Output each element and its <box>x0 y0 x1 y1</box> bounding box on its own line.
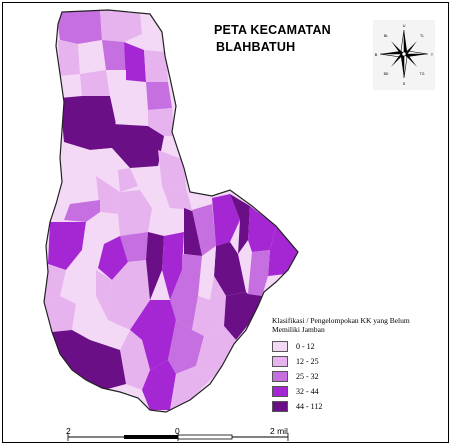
legend-item: 44 - 112 <box>272 399 442 413</box>
region-cell <box>98 236 128 280</box>
legend-item: 12 - 25 <box>272 354 442 368</box>
region-cell <box>96 176 120 214</box>
legend-label: 44 - 112 <box>296 401 323 411</box>
region-cell <box>212 194 240 246</box>
compass-label: BD <box>384 72 389 76</box>
scale-label-right: 2 mil <box>270 426 288 436</box>
region-cell <box>124 42 146 82</box>
legend-swatch <box>272 370 288 382</box>
legend-swatch <box>272 355 288 367</box>
region-cell <box>224 292 262 340</box>
compass-icon: U S B T BL TL BD TG <box>375 23 434 86</box>
compass-label: U <box>403 23 406 28</box>
region-cell <box>106 70 126 96</box>
legend-item: 25 - 32 <box>272 369 442 383</box>
region-cell <box>56 10 102 44</box>
region-cell <box>196 326 236 380</box>
region-cell <box>130 300 176 370</box>
region-cell <box>52 330 126 390</box>
compass-rose: U S B T BL TL BD TG <box>373 20 435 90</box>
region-cell <box>100 10 142 42</box>
region-cell <box>162 232 184 300</box>
region-cell <box>144 50 168 82</box>
region-cell <box>72 296 108 346</box>
region-cell <box>60 142 96 180</box>
region-cell <box>118 190 152 236</box>
map-title-line2: BLAHBATUH <box>216 40 296 54</box>
legend-swatch <box>272 385 288 397</box>
region-cell <box>140 186 170 208</box>
region-cell <box>110 96 148 126</box>
kelurahan-regions <box>44 10 298 412</box>
region-cell <box>142 360 176 410</box>
region-cell <box>146 82 172 110</box>
region-cell <box>108 320 130 350</box>
compass-label: BL <box>384 34 388 38</box>
region-cell <box>44 296 76 332</box>
region-cell <box>82 222 104 268</box>
region-cell <box>248 250 270 296</box>
region-cell <box>112 124 164 168</box>
region-cell <box>60 250 98 304</box>
region-cell <box>170 366 210 410</box>
compass-label: TL <box>420 34 424 38</box>
legend-item: 0 - 12 <box>272 339 442 353</box>
map-title-line1: PETA KECAMATAN <box>214 23 331 37</box>
region-cell <box>214 242 246 296</box>
legend-swatch <box>272 340 288 352</box>
legend-label: 0 - 12 <box>296 341 315 351</box>
region-cell <box>58 40 80 76</box>
legend-label: 12 - 25 <box>296 356 319 366</box>
region-cell <box>170 254 202 330</box>
region-cell <box>148 108 174 136</box>
legend-item: 32 - 44 <box>272 384 442 398</box>
compass-label: B <box>375 52 378 57</box>
compass-label: S <box>403 81 406 86</box>
legend-label: 32 - 44 <box>296 386 319 396</box>
legend-title: Klasifikasi / Pengelompokan KK yang Belu… <box>272 316 410 334</box>
compass-label: TG <box>420 72 425 76</box>
compass-label: T <box>431 52 434 57</box>
region-cell <box>102 40 126 70</box>
region-cell <box>192 276 226 336</box>
region-cell <box>64 200 100 222</box>
region-cell <box>158 150 186 188</box>
legend-label: 25 - 32 <box>296 371 319 381</box>
region-cell <box>60 96 116 150</box>
region-cell <box>118 168 138 192</box>
region-cell <box>192 204 216 256</box>
region-cell <box>90 148 118 176</box>
region-cell <box>78 40 106 74</box>
region-cell <box>168 320 204 374</box>
region-cell <box>120 330 150 390</box>
legend-swatch <box>272 400 288 412</box>
map-title: PETA KECAMATAN BLAHBATUH <box>214 22 331 56</box>
region-cell <box>146 232 164 300</box>
region-cell <box>108 260 150 330</box>
region-cell <box>120 232 148 262</box>
region-cell <box>56 176 100 206</box>
region-cell <box>138 166 162 190</box>
map-legend: Klasifikasi / Pengelompokan KK yang Belu… <box>272 316 442 414</box>
region-cell <box>198 246 216 300</box>
scale-label-left: 2 <box>66 426 71 436</box>
scale-label-middle: 0 <box>175 426 180 436</box>
region-cell <box>162 186 192 210</box>
district-outline <box>43 9 299 413</box>
region-cell <box>48 222 86 270</box>
region-cell <box>44 264 66 300</box>
region-cell <box>100 212 120 244</box>
region-cell <box>60 74 82 98</box>
region-cell <box>230 194 250 254</box>
region-cell <box>80 70 110 96</box>
region-cell <box>248 206 276 252</box>
